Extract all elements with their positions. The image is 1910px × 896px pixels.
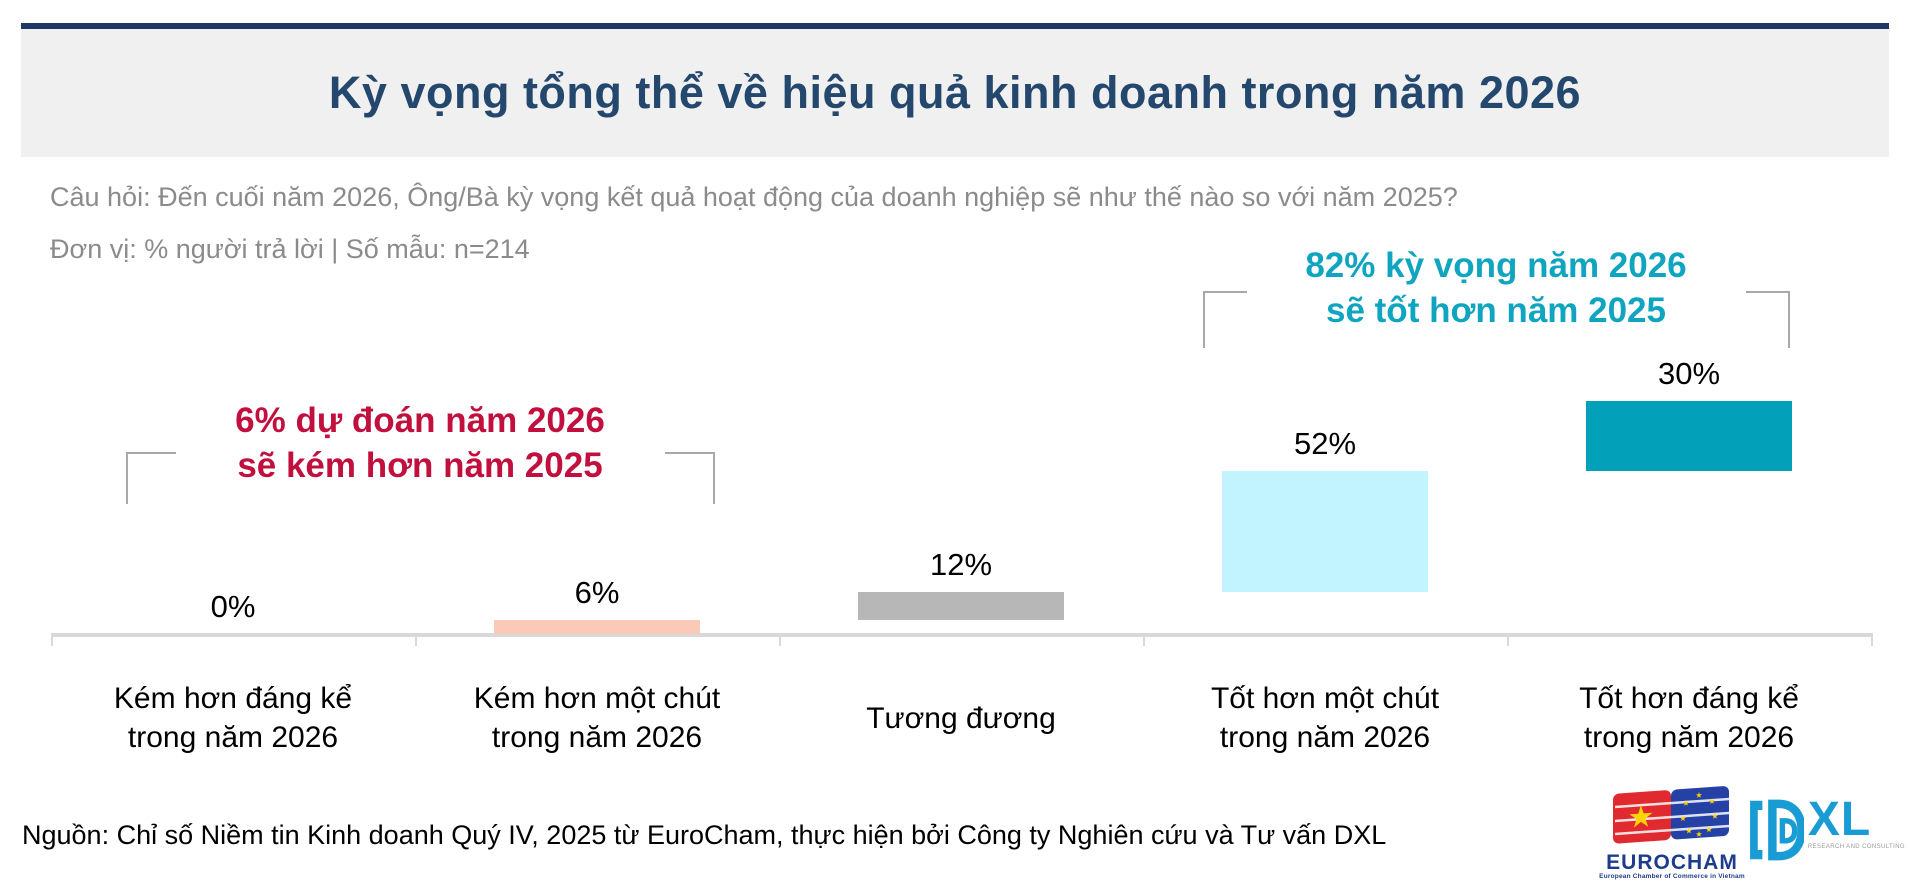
dxl-logo: XL RESEARCH AND CONSULTING bbox=[1747, 788, 1905, 874]
eurocham-tagline: European Chamber of Commerce in Vietnam bbox=[1599, 873, 1745, 880]
annotation-negative-bracket-left bbox=[126, 452, 176, 504]
dxl-wordmark: XL bbox=[1807, 793, 1872, 846]
annotation-positive-line1: 82% kỳ vọng năm 2026 bbox=[1305, 246, 1687, 285]
value-label-5: 30% bbox=[1657, 356, 1721, 391]
value-label-2: 6% bbox=[574, 575, 620, 610]
svg-text:★: ★ bbox=[1682, 799, 1689, 808]
annotation-negative: 6% dự đoán năm 2026 sẽ kém hơn năm 2025 bbox=[110, 398, 730, 488]
svg-text:★: ★ bbox=[1708, 797, 1715, 806]
axis-tick bbox=[1871, 633, 1873, 646]
eurocham-wordmark: EUROCHAM bbox=[1606, 851, 1738, 874]
axis-tick bbox=[1143, 633, 1145, 646]
svg-text:★: ★ bbox=[1711, 811, 1718, 820]
page-title: Kỳ vọng tổng thể về hiệu quả kinh doanh … bbox=[328, 67, 1582, 118]
header-top-rule bbox=[21, 23, 1889, 29]
bar-segment-2 bbox=[494, 620, 700, 634]
annotation-positive: 82% kỳ vọng năm 2026 sẽ tốt hơn năm 2025 bbox=[1186, 243, 1806, 333]
source-text: Nguồn: Chỉ số Niềm tin Kinh doanh Quý IV… bbox=[22, 820, 1387, 850]
eurocham-flag-icon: ★ ★ ★ ★ ★ ★ ★ ★ ★ bbox=[1613, 786, 1729, 844]
unit-sample-text: Đơn vị: % người trả lời | Số mẫu: n=214 bbox=[50, 234, 530, 264]
axis-tick bbox=[415, 633, 417, 646]
annotation-positive-line2: sẽ tốt hơn năm 2025 bbox=[1326, 291, 1666, 330]
svg-text:★: ★ bbox=[1685, 826, 1692, 835]
category-label-3: Tương đương bbox=[866, 701, 1056, 735]
axis-tick bbox=[51, 633, 53, 646]
eurocham-logo: ★ ★ ★ ★ ★ ★ ★ ★ ★ EUROCHAM European Cham… bbox=[1599, 786, 1745, 886]
value-label-3: 12% bbox=[929, 547, 993, 582]
x-axis-line bbox=[51, 633, 1873, 637]
question-text: Câu hỏi: Đến cuối năm 2026, Ông/Bà kỳ vọ… bbox=[50, 182, 1458, 212]
annotation-positive-bracket-right bbox=[1746, 291, 1790, 348]
bar-segment-4 bbox=[1222, 471, 1428, 592]
dxl-d-icon bbox=[1750, 799, 1804, 861]
annotation-negative-bracket-right bbox=[665, 452, 715, 504]
axis-tick bbox=[1507, 633, 1509, 646]
svg-text:★: ★ bbox=[1705, 825, 1712, 834]
category-label-5: Tốt hơn đáng kể trong năm 2026 bbox=[1579, 682, 1799, 754]
svg-text:★: ★ bbox=[1695, 791, 1702, 800]
svg-text:★: ★ bbox=[1695, 830, 1702, 839]
value-label-1: 0% bbox=[210, 589, 256, 624]
bar-segment-3 bbox=[858, 592, 1064, 620]
annotation-negative-line1: 6% dự đoán năm 2026 bbox=[235, 401, 605, 440]
axis-tick bbox=[779, 633, 781, 646]
category-label-2: Kém hơn một chút trong năm 2026 bbox=[473, 682, 721, 754]
value-label-4: 52% bbox=[1293, 426, 1357, 461]
category-label-4: Tốt hơn một chút trong năm 2026 bbox=[1210, 682, 1440, 754]
svg-text:★: ★ bbox=[1628, 800, 1655, 835]
svg-text:★: ★ bbox=[1679, 814, 1686, 823]
title-band: Kỳ vọng tổng thể về hiệu quả kinh doanh … bbox=[21, 29, 1889, 157]
annotation-negative-line2: sẽ kém hơn năm 2025 bbox=[237, 446, 603, 485]
bar-segment-5 bbox=[1586, 401, 1792, 471]
category-label-1: Kém hơn đáng kể trong năm 2026 bbox=[113, 682, 353, 754]
annotation-positive-bracket-left bbox=[1203, 291, 1247, 348]
dxl-tagline: RESEARCH AND CONSULTING bbox=[1807, 844, 1905, 850]
